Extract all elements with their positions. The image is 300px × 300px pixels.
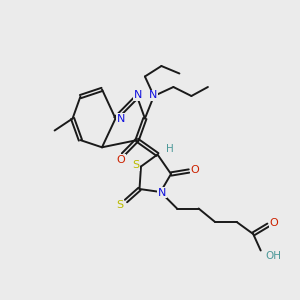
- Text: S: S: [132, 160, 139, 170]
- Text: OH: OH: [265, 251, 281, 261]
- Text: O: O: [190, 164, 200, 175]
- Text: O: O: [116, 155, 125, 165]
- Text: H: H: [166, 143, 173, 154]
- Text: S: S: [116, 200, 123, 210]
- Text: N: N: [134, 90, 142, 100]
- Text: O: O: [270, 218, 279, 228]
- Text: N: N: [117, 114, 126, 124]
- Text: N: N: [149, 90, 158, 100]
- Text: N: N: [158, 188, 166, 198]
